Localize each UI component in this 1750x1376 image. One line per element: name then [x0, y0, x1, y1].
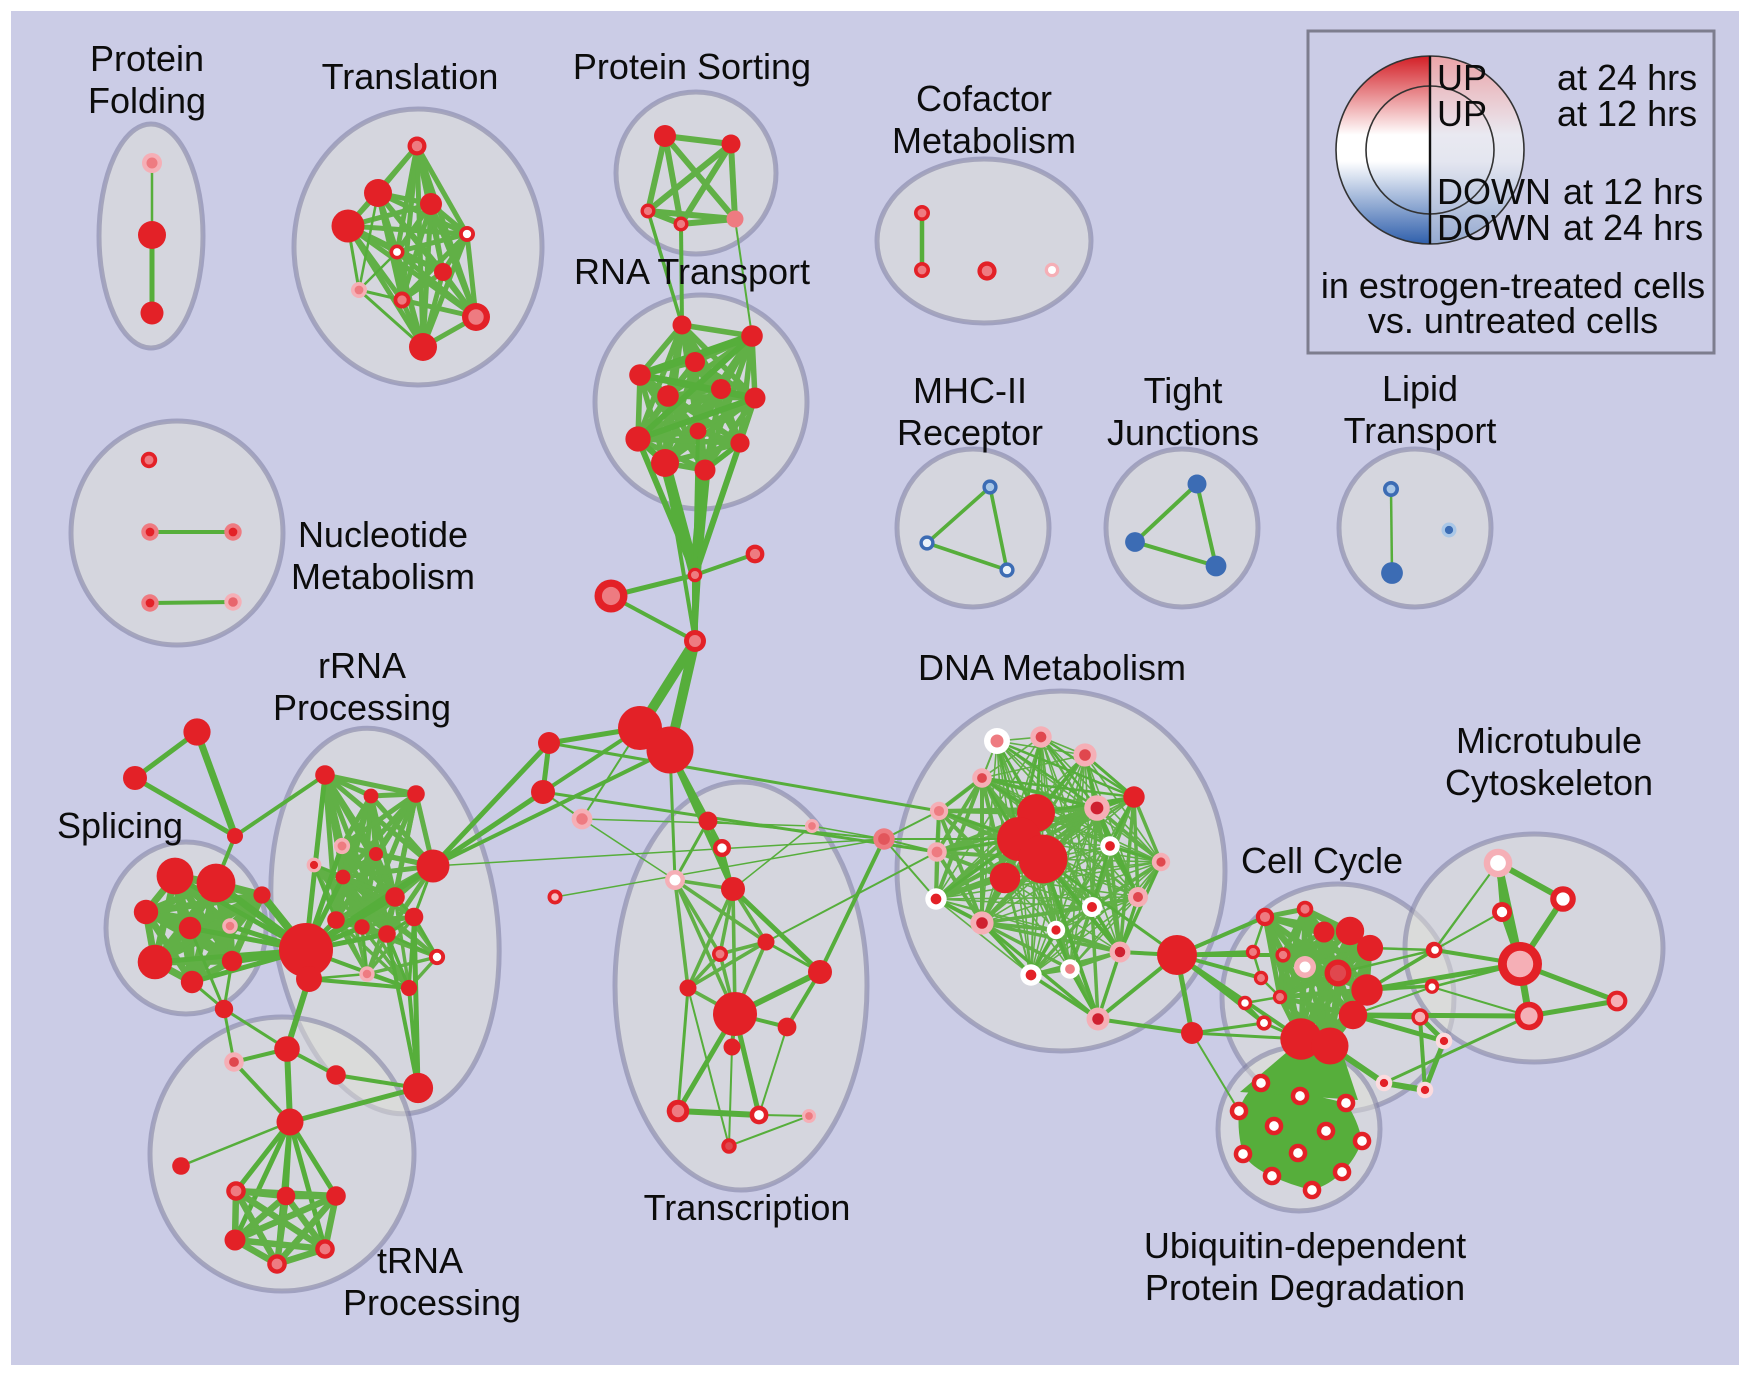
- svg-text:at 24 hrs: at 24 hrs: [1563, 207, 1703, 248]
- svg-text:at 12 hrs: at 12 hrs: [1563, 171, 1703, 212]
- svg-text:at 24 hrs: at 24 hrs: [1557, 57, 1697, 98]
- svg-text:vs. untreated cells: vs. untreated cells: [1368, 300, 1658, 341]
- svg-text:Metabolism: Metabolism: [892, 120, 1076, 161]
- svg-text:at 12 hrs: at 12 hrs: [1557, 93, 1697, 134]
- svg-text:Tight: Tight: [1144, 370, 1223, 411]
- svg-text:Protein Sorting: Protein Sorting: [573, 46, 811, 87]
- svg-text:Protein Degradation: Protein Degradation: [1145, 1267, 1465, 1308]
- svg-text:DOWN: DOWN: [1437, 207, 1551, 248]
- svg-text:Junctions: Junctions: [1107, 412, 1259, 453]
- svg-text:UP: UP: [1437, 93, 1487, 134]
- svg-text:Metabolism: Metabolism: [291, 556, 475, 597]
- svg-text:Cofactor: Cofactor: [916, 78, 1052, 119]
- svg-text:tRNA: tRNA: [377, 1240, 463, 1281]
- svg-text:Transport: Transport: [1344, 410, 1497, 451]
- svg-text:Receptor: Receptor: [897, 412, 1043, 453]
- svg-text:DOWN: DOWN: [1437, 171, 1551, 212]
- svg-text:Processing: Processing: [273, 687, 451, 728]
- svg-text:Lipid: Lipid: [1382, 368, 1458, 409]
- svg-text:Ubiquitin-dependent: Ubiquitin-dependent: [1144, 1225, 1466, 1266]
- svg-text:Nucleotide: Nucleotide: [298, 514, 468, 555]
- svg-text:Microtubule: Microtubule: [1456, 720, 1642, 761]
- svg-text:in estrogen-treated cells: in estrogen-treated cells: [1321, 265, 1705, 306]
- svg-text:Transcription: Transcription: [644, 1187, 851, 1228]
- svg-text:MHC-II: MHC-II: [913, 370, 1027, 411]
- svg-text:Cytoskeleton: Cytoskeleton: [1445, 762, 1653, 803]
- svg-text:RNA Transport: RNA Transport: [574, 251, 810, 292]
- svg-text:UP: UP: [1437, 57, 1487, 98]
- svg-text:Folding: Folding: [88, 80, 206, 121]
- svg-text:DNA Metabolism: DNA Metabolism: [918, 647, 1186, 688]
- svg-text:Translation: Translation: [322, 56, 499, 97]
- svg-text:Cell Cycle: Cell Cycle: [1241, 840, 1403, 881]
- svg-text:Splicing: Splicing: [57, 805, 183, 846]
- svg-text:Processing: Processing: [343, 1282, 521, 1323]
- svg-text:rRNA: rRNA: [318, 645, 406, 686]
- svg-text:Protein: Protein: [90, 38, 204, 79]
